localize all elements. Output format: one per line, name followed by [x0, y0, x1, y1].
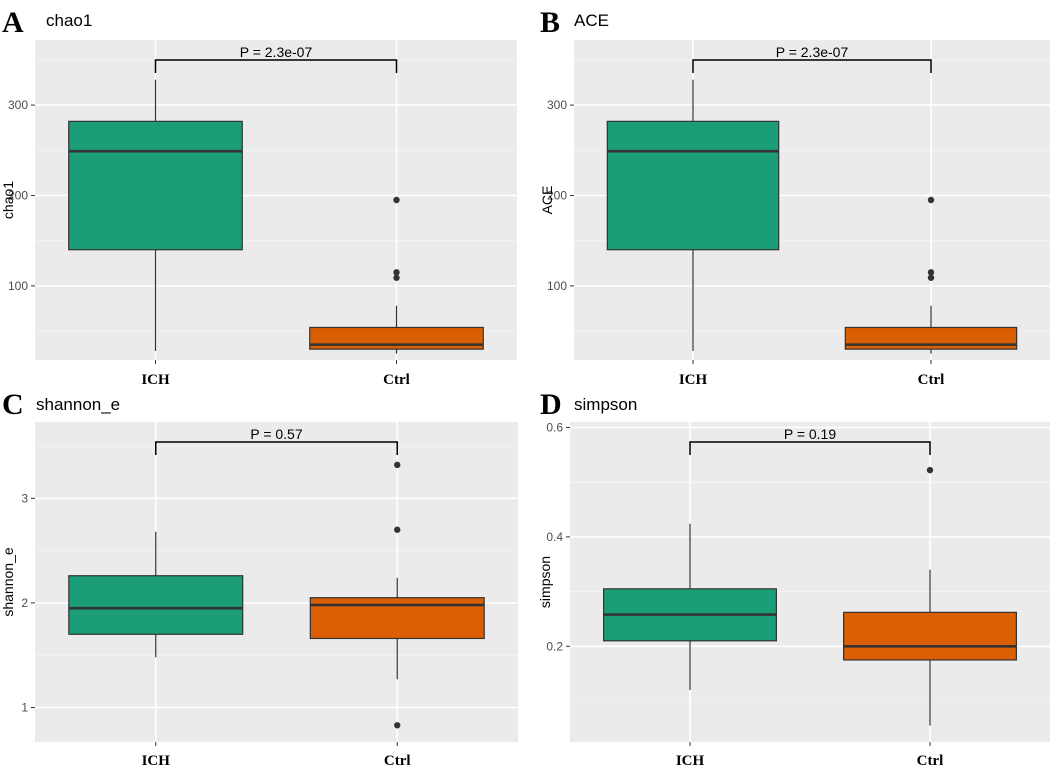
p-value-label: P = 0.57	[250, 426, 303, 442]
panel-letter: D	[540, 388, 562, 421]
panel-title: ACE	[574, 11, 609, 30]
y-axis-label: ACE	[539, 186, 555, 215]
significance-bracket	[692, 59, 932, 73]
outlier-point-ctrl	[927, 269, 935, 276]
outlier-point-ctrl	[393, 196, 400, 204]
y-tick-label: 100	[8, 279, 28, 293]
x-tick-label-ich: ICH	[142, 753, 171, 766]
y-tick-label: 300	[547, 98, 567, 112]
x-tick-label-ctrl: Ctrl	[383, 372, 410, 388]
x-tick-label-ctrl: Ctrl	[917, 753, 944, 766]
p-value-label: P = 0.19	[784, 426, 837, 442]
y-axis-label: simpson	[537, 556, 553, 608]
box-ich	[68, 120, 243, 251]
panel-background	[570, 422, 1050, 742]
p-value-label: P = 2.3e-07	[776, 44, 849, 60]
outlier-point-ctrl	[926, 466, 934, 474]
y-tick-label: 0.6	[546, 420, 563, 434]
x-tick-label-ctrl: Ctrl	[918, 372, 945, 388]
y-tick-label: 3	[21, 491, 28, 505]
p-value-label: P = 2.3e-07	[240, 44, 313, 60]
box-ich	[606, 120, 780, 251]
significance-bracket	[689, 441, 931, 455]
box-ctrl	[842, 611, 1017, 661]
y-tick-label: 2	[21, 596, 28, 610]
outlier-point-ctrl	[393, 269, 400, 276]
y-tick-label: 200	[547, 188, 567, 202]
outlier-point-ctrl	[927, 274, 935, 281]
outlier-point-ctrl	[394, 526, 401, 533]
y-tick-label: 0.2	[546, 639, 563, 653]
y-tick-label: 100	[547, 279, 567, 293]
panel-letter: C	[2, 388, 24, 421]
y-tick-label: 0.4	[546, 530, 563, 544]
significance-bracket	[154, 59, 398, 73]
y-tick-label: 200	[8, 188, 28, 202]
panel-title: shannon_e	[36, 395, 120, 414]
panel-title: simpson	[574, 395, 637, 414]
panel-letter: B	[540, 6, 560, 39]
significance-bracket	[155, 441, 398, 455]
y-axis-label: chao1	[0, 181, 16, 219]
box-ich	[68, 575, 244, 635]
y-axis-label: shannon_e	[0, 547, 16, 617]
outlier-point-ctrl	[393, 274, 400, 281]
x-tick-label-ctrl: Ctrl	[384, 753, 411, 766]
y-tick-label: 300	[8, 98, 28, 112]
x-tick-label-ich: ICH	[141, 372, 170, 388]
panel-letter: A	[2, 6, 24, 39]
y-tick-label: 1	[21, 700, 28, 714]
panel-title: chao1	[46, 11, 92, 30]
x-tick-label-ich: ICH	[676, 753, 705, 766]
outlier-point-ctrl	[394, 722, 401, 729]
outlier-point-ctrl	[927, 196, 935, 204]
outlier-point-ctrl	[394, 461, 401, 469]
x-tick-label-ich: ICH	[679, 372, 708, 388]
